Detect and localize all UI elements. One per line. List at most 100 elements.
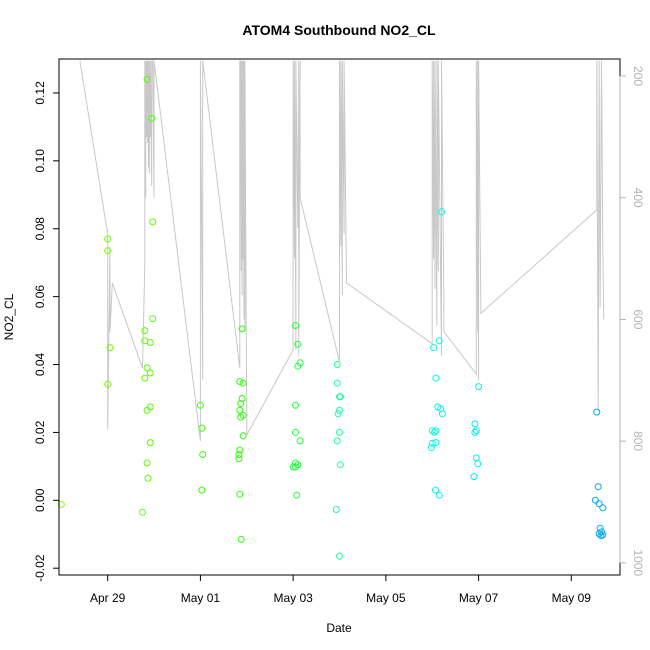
data-point	[198, 486, 206, 494]
data-point	[435, 337, 443, 345]
secondary-y-tick-label: 600	[631, 309, 645, 329]
x-tick-label: Apr 29	[90, 591, 126, 605]
data-point	[432, 439, 440, 447]
data-point	[474, 460, 482, 468]
y-axis-label: NO2_CL	[2, 293, 16, 340]
x-axis: Apr 29 May 01 May 03 May 05 May 07 May 09	[90, 574, 592, 605]
data-point	[471, 428, 479, 436]
data-point	[292, 401, 299, 409]
data-point	[438, 410, 446, 418]
data-point	[239, 411, 247, 419]
data-point	[296, 359, 304, 367]
secondary-y-axis: 200 400 600 800 1000	[619, 66, 645, 576]
secondary-y-tick-label: 1000	[631, 549, 645, 576]
data-point	[595, 530, 603, 538]
x-axis-label: Date	[326, 621, 352, 635]
data-point	[239, 432, 247, 440]
data-point	[435, 491, 443, 499]
y-axis: -0.02 0.00 0.02 0.04 0.06 0.08 0.10 0.12	[33, 81, 59, 582]
data-point	[239, 379, 247, 387]
data-point	[236, 378, 244, 385]
data-point	[148, 114, 156, 122]
y-tick-label: 0.12	[33, 81, 47, 105]
data-point	[57, 500, 65, 508]
data-point	[104, 247, 112, 255]
data-point	[333, 361, 341, 368]
data-point	[235, 451, 243, 458]
data-point	[104, 235, 112, 243]
data-point	[334, 410, 342, 418]
data-point	[293, 491, 301, 499]
x-tick-label: May 01	[181, 591, 221, 605]
data-point	[146, 369, 154, 377]
data-point	[336, 406, 343, 414]
data-point	[238, 325, 246, 333]
data-point	[472, 427, 480, 435]
data-point	[595, 500, 603, 508]
x-tick-label: May 03	[273, 591, 313, 605]
secondary-series-layer	[79, 60, 605, 442]
data-point	[149, 315, 157, 323]
data-point	[139, 508, 146, 516]
data-point	[428, 439, 436, 447]
data-point	[149, 218, 157, 226]
data-point	[336, 552, 343, 560]
data-point	[292, 428, 299, 436]
data-point	[599, 504, 607, 512]
data-point	[438, 208, 445, 216]
data-point	[593, 408, 601, 416]
y-tick-label: 0.00	[33, 488, 47, 512]
y-tick-label: -0.02	[33, 554, 47, 582]
data-point	[146, 439, 154, 447]
data-point	[141, 327, 149, 335]
y-tick-label: 0.10	[33, 149, 47, 173]
secondary-series-line	[79, 60, 605, 442]
data-point	[472, 454, 480, 462]
data-point	[432, 374, 440, 382]
data-point	[471, 420, 479, 428]
data-point	[591, 496, 599, 504]
data-point	[146, 339, 154, 346]
data-point	[143, 459, 151, 467]
data-point	[238, 395, 246, 402]
data-point	[292, 463, 299, 471]
data-point	[427, 444, 435, 452]
data-point	[237, 400, 245, 408]
data-point	[141, 374, 149, 382]
data-point	[333, 379, 341, 387]
data-point	[144, 474, 152, 482]
data-point	[143, 364, 151, 372]
y-tick-label: 0.06	[33, 285, 47, 309]
data-point	[292, 322, 299, 329]
y-tick-label: 0.02	[33, 420, 47, 444]
data-point	[333, 437, 341, 445]
data-point	[432, 427, 440, 435]
data-point	[104, 380, 112, 388]
data-point	[196, 401, 204, 409]
data-point	[235, 455, 243, 463]
data-point	[199, 451, 207, 458]
secondary-y-tick-label: 800	[631, 431, 645, 451]
y-tick-label: 0.08	[33, 217, 47, 241]
data-point	[106, 344, 114, 352]
data-point	[143, 75, 151, 83]
data-point	[597, 532, 605, 540]
data-point	[336, 428, 343, 436]
secondary-y-tick-label: 400	[631, 188, 645, 208]
data-point	[236, 490, 244, 498]
data-point	[236, 446, 244, 454]
data-point	[296, 437, 304, 445]
data-point	[294, 461, 302, 469]
scatter-points-layer	[57, 75, 607, 560]
data-point	[594, 483, 602, 491]
data-point	[237, 535, 245, 543]
data-point	[432, 486, 439, 494]
x-tick-label: May 09	[552, 591, 592, 605]
chart-title: ATOM4 Southbound NO2_CL	[242, 22, 436, 38]
data-point	[336, 461, 344, 469]
data-point	[475, 383, 483, 391]
data-point	[236, 406, 244, 414]
data-point	[470, 473, 478, 481]
data-point	[198, 424, 206, 432]
